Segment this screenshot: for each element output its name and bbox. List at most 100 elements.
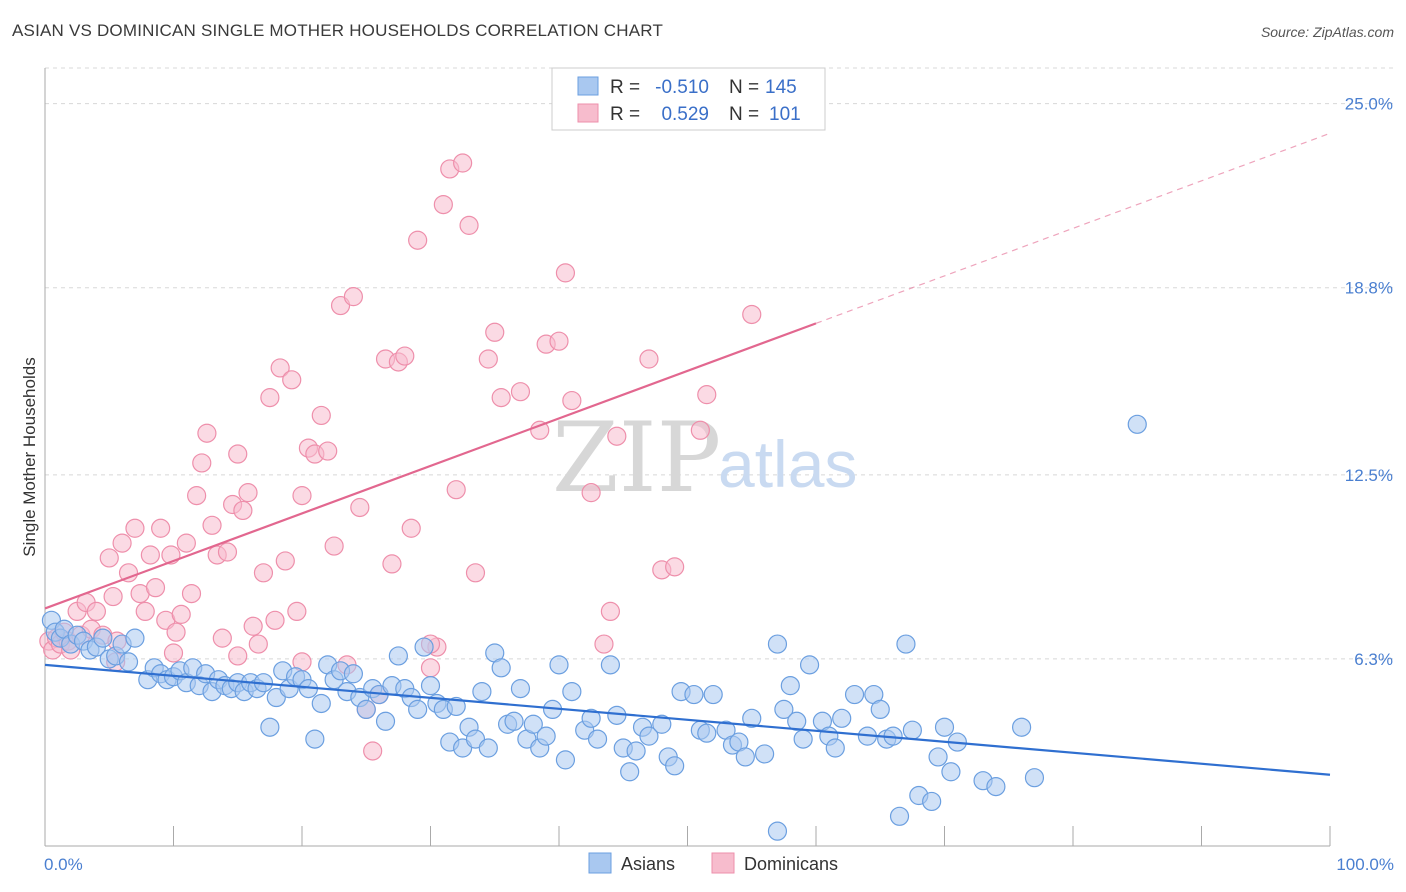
asian-point [1011,717,1032,737]
dominican-point [228,646,248,666]
dominican-point [166,622,186,642]
asian-point [375,711,396,731]
dominican-point [270,358,290,378]
dominican-point [238,483,258,503]
asian-point [767,821,788,841]
dominican-point [187,486,207,506]
asian-point [928,747,948,767]
legend-asian-n-label: N = [729,77,759,98]
dominican-point [395,346,415,366]
dominican-point [446,480,466,500]
asian-point [787,711,807,731]
asian-point [896,634,916,654]
dominican-point [549,331,569,351]
dominican-point [163,643,184,663]
asian-point [478,738,498,758]
asian-point [600,655,621,675]
chart-title: ASIAN VS DOMINICAN SINGLE MOTHER HOUSEHO… [12,21,664,40]
y-tick-labels: 6.3% 12.5% 18.8% 25.0% [1345,95,1393,669]
y-tick-label: 12.5% [1345,466,1393,485]
asian-point [626,741,646,761]
dominican-point [433,194,453,215]
dominican-point [510,382,531,402]
legend-dominican-r-value: 0.529 [661,104,709,125]
dominican-point [555,263,576,283]
watermark-atlas: atlas [718,427,857,501]
asian-point [125,628,145,648]
asian-point [472,681,492,702]
legend-asian-swatch [577,76,599,96]
asian-point [343,664,363,684]
dominican-point [420,658,441,678]
dominican-point [217,542,238,562]
asian-point [742,708,762,728]
asian-point [93,628,113,648]
legend-bottom-asian-label: Asians [621,854,675,874]
dominican-point [607,426,627,446]
dominican-point [350,497,370,518]
dominican-point [478,349,498,369]
asian-point [941,762,961,782]
asian-point [356,699,376,720]
asian-point [1127,414,1147,434]
asian-point [549,655,569,675]
legend-bottom-asian-swatch [588,852,612,874]
asian-point [799,655,820,675]
asian-point [986,777,1006,797]
asian-point [420,676,441,696]
asian-point [934,717,955,737]
dominican-point [581,483,601,503]
dominican-point [530,420,550,440]
legend-asian-r-label: R = [610,77,640,98]
asian-point [754,744,775,764]
asian-point [118,652,139,672]
asian-point [684,684,704,705]
asian-point [562,681,582,702]
dominican-point [248,634,268,654]
asian-point [504,711,524,731]
asian-point [780,676,800,696]
asian-point [305,729,325,749]
asian-point [446,696,466,717]
dominican-point [292,486,312,506]
grid-lines [45,67,1394,660]
y-axis-title: Single Mother Households [20,357,39,556]
asian-point [767,634,788,654]
asian-point [523,714,543,734]
legend-dominican-swatch [577,103,599,123]
asian-point [639,726,659,746]
dominican-point [192,453,212,473]
y-tick-label: 18.8% [1345,279,1393,298]
dominican-point [324,536,344,556]
x-axis-ticks [173,826,1331,846]
dominican-point [485,322,505,342]
dominican-point [459,215,479,235]
dominican-point [343,287,363,307]
legend-bottom-dominican-swatch [711,852,735,874]
asian-point [587,729,608,749]
legend-asian-r-value: -0.510 [655,77,709,98]
dominican-point [140,545,160,565]
dominican-point [243,616,263,636]
asian-point [902,720,922,740]
dominican-point [181,583,202,604]
dominican-point [282,370,302,390]
asian-point [555,750,576,770]
asian-point [825,738,845,758]
asian-point [922,791,942,812]
dominican-trend-extension [815,132,1331,324]
asian-point [414,637,434,657]
dominican-point [125,518,145,538]
dominican-point [151,518,171,538]
dominican-point [491,388,511,408]
x-tick-label-min: 0.0% [44,855,83,874]
dominican-point [86,601,107,622]
dominican-point [253,563,274,583]
asian-point [697,723,717,743]
legend-bottom: Asians Dominicans [588,852,838,874]
dominican-point [311,405,331,426]
dominican-point [382,554,402,574]
dominican-point [233,500,253,521]
dominican-point [197,423,217,443]
